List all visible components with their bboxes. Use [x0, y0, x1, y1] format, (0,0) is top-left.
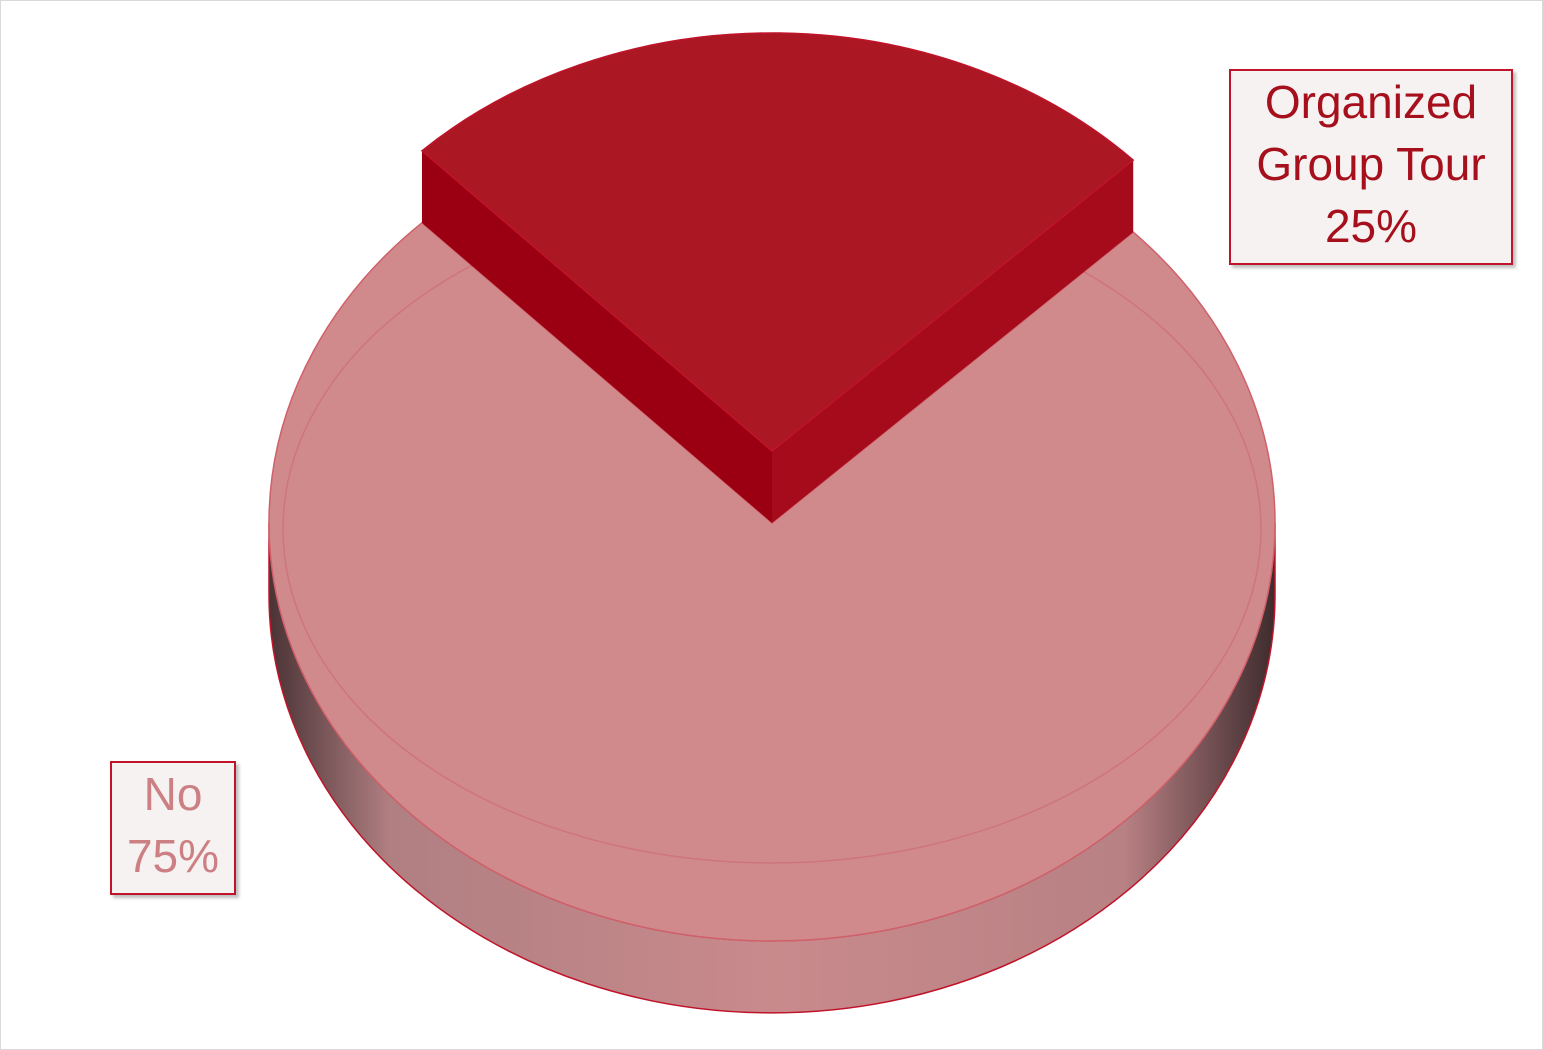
label-line: Organized	[1264, 76, 1478, 128]
slice-wall	[421, 150, 772, 523]
pie-slice-organized-group-tour	[420, 32, 1135, 452]
slice-wall	[772, 160, 1134, 523]
pie-slice-no	[268, 221, 1276, 942]
data-label-no: No 75%	[110, 761, 236, 895]
label-line: Group Tour	[1256, 138, 1486, 190]
data-label-organized-group-tour: Organized Group Tour 25%	[1229, 69, 1513, 265]
label-line: No	[143, 768, 203, 820]
label-line: 75%	[126, 830, 220, 882]
label-line: 25%	[1324, 200, 1418, 252]
